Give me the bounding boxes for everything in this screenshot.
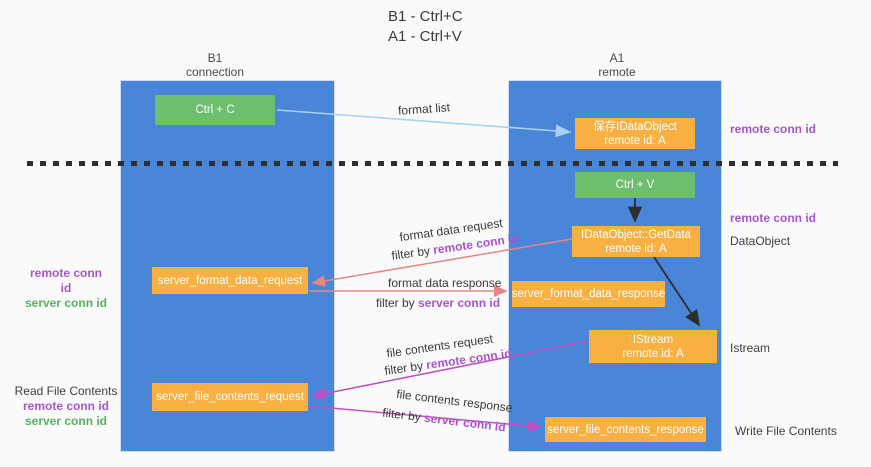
save-dataobject-line2: remote id: A xyxy=(604,134,666,147)
lifeline-b1-name: B1 xyxy=(207,51,223,65)
left-conn-id-block-top: remote conn id server conn id xyxy=(24,266,108,311)
server-format-data-request-label: server_format_data_request xyxy=(157,274,303,287)
lifeline-header-a1: A1 remote xyxy=(567,51,667,79)
dashed-separator-line xyxy=(27,161,838,166)
dataobject-label: DataObject xyxy=(730,234,791,248)
title-line-2: A1 - Ctrl+V xyxy=(388,28,462,45)
lifeline-a1-name: A1 xyxy=(609,51,625,65)
format-data-response-label: format data response xyxy=(388,276,502,290)
format-data-response-filter-label: filter by server conn id xyxy=(376,296,500,310)
getdata-node: IDataObject::GetData remote id: A xyxy=(572,226,700,257)
server-conn-id-key: server conn id xyxy=(423,410,507,435)
filter-by-text: filter by xyxy=(381,405,426,425)
left-server-conn-id-top: server conn id xyxy=(24,296,108,310)
server-format-data-response-node: server_format_data_response xyxy=(512,281,665,307)
getdata-line2: remote id: A xyxy=(605,242,667,255)
filter-by-text: filter by xyxy=(383,358,428,378)
server-file-contents-response-label: server_file_contents_response xyxy=(547,423,704,436)
filter-by-text: filter by xyxy=(390,243,435,263)
filter-by-text: filter by xyxy=(376,296,419,310)
istream-side-label: Istream xyxy=(730,341,771,355)
format-list-label: format list xyxy=(397,100,451,118)
istream-line1: IStream xyxy=(632,333,674,346)
server-file-contents-request-label: server_file_contents_request xyxy=(156,391,304,403)
server-conn-id-key: server conn id xyxy=(418,296,501,310)
istream-node: IStream remote id: A xyxy=(589,330,717,363)
left-server-conn-id-bottom: server conn id xyxy=(24,414,108,428)
server-file-contents-request-node: server_file_contents_request xyxy=(152,383,308,411)
ctrl-c-node: Ctrl + C xyxy=(155,95,275,125)
ctrl-v-node: Ctrl + V xyxy=(575,172,695,198)
remote-conn-id-label-mid: remote conn id xyxy=(730,211,817,225)
write-file-contents-label: Write File Contents xyxy=(735,424,837,438)
lifeline-a1-role: remote xyxy=(598,65,636,79)
save-dataobject-line1: 保存IDataObject xyxy=(593,120,677,133)
ctrl-v-label: Ctrl + V xyxy=(615,179,655,191)
server-format-data-response-label: server_format_data_response xyxy=(511,288,666,300)
istream-line2: remote id: A xyxy=(622,347,684,360)
lifeline-header-b1: B1 connection xyxy=(165,51,265,79)
left-remote-conn-id-bottom: remote conn id xyxy=(22,399,109,413)
left-remote-conn-id-top: remote conn id xyxy=(29,266,102,295)
diagram-title: B1 - Ctrl+C A1 - Ctrl+V xyxy=(388,7,463,47)
server-file-contents-response-node: server_file_contents_response xyxy=(545,417,706,442)
getdata-line1: IDataObject::GetData xyxy=(581,228,691,241)
ctrl-c-label: Ctrl + C xyxy=(195,104,235,116)
left-conn-id-block-bottom: Read File Contents remote conn id server… xyxy=(14,384,118,429)
server-format-data-request-node: server_format_data_request xyxy=(152,267,308,294)
read-file-contents-label: Read File Contents xyxy=(14,384,118,398)
save-dataobject-node: 保存IDataObject remote id: A xyxy=(575,118,695,149)
lifeline-b1-role: connection xyxy=(185,65,245,79)
remote-conn-id-label-top: remote conn id xyxy=(730,122,817,136)
title-line-1: B1 - Ctrl+C xyxy=(388,8,463,25)
